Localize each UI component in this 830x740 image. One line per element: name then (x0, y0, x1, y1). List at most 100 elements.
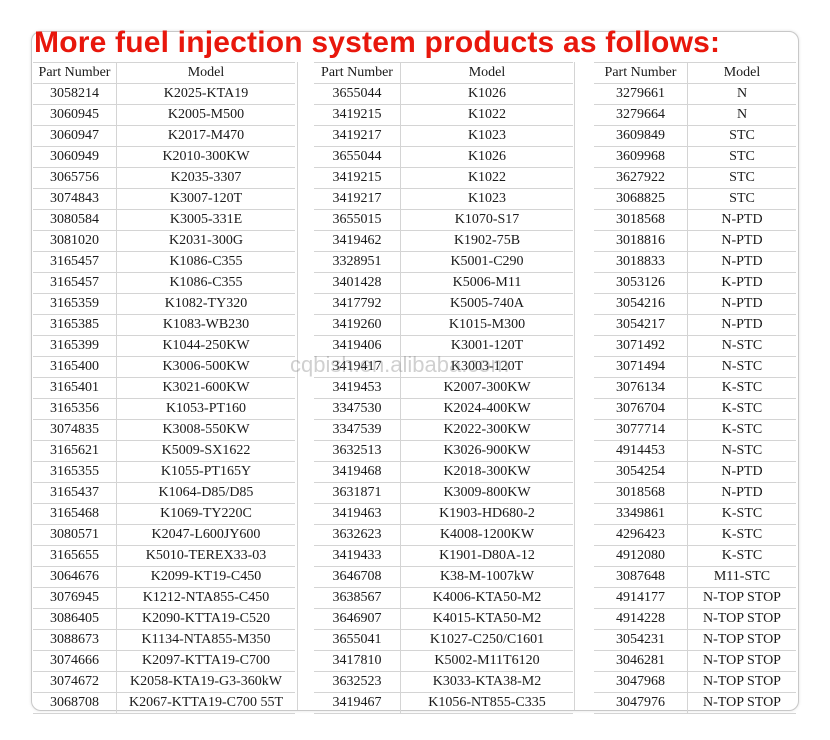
model-cell: N (687, 104, 796, 126)
model-cell: K2018-300KW (400, 461, 573, 483)
table-row: 3018568 N-PTD (594, 482, 796, 504)
model-cell: K2024-400KW (400, 398, 573, 420)
model-cell: K3008-550KW (116, 419, 295, 441)
table-header-row: Part Number Model (314, 62, 573, 84)
model-cell: K4015-KTA50-M2 (400, 608, 573, 630)
model-cell: K3009-800KW (400, 482, 573, 504)
part-number-cell: 3054254 (594, 461, 688, 483)
column-divider (574, 62, 575, 710)
table-row: 3419417 K3003-120T (314, 356, 573, 378)
table-row: 3165457 K1086-C355 (33, 272, 295, 294)
part-number-cell: 3632523 (314, 671, 401, 693)
model-cell: N-TOP STOP (687, 608, 796, 630)
model-cell: K1086-C355 (116, 272, 295, 294)
part-number-cell: 3081020 (33, 230, 117, 252)
part-number-cell: 3419453 (314, 377, 401, 399)
parts-table-2: Part Number Model 3655044 K1026 3419215 K10… (314, 62, 573, 714)
part-number-cell: 3279664 (594, 104, 688, 126)
model-cell: K38-M-1007kW (400, 566, 573, 588)
model-cell: K-STC (687, 419, 796, 441)
model-cell: K1015-M300 (400, 314, 573, 336)
model-cell: N-PTD (687, 461, 796, 483)
table-row: 3419215 K1022 (314, 104, 573, 126)
table-row: 3632623 K4008-1200KW (314, 524, 573, 546)
part-number-cell: 3064676 (33, 566, 117, 588)
part-number-cell: 3165385 (33, 314, 117, 336)
table-row: 4914177 N-TOP STOP (594, 587, 796, 609)
part-number-cell: 4914177 (594, 587, 688, 609)
part-number-cell: 3074666 (33, 650, 117, 672)
part-number-cell: 3631871 (314, 482, 401, 504)
table-row: 3060949 K2010-300KW (33, 146, 295, 168)
model-cell: K1053-PT160 (116, 398, 295, 420)
table-row: 3419468 K2018-300KW (314, 461, 573, 483)
table-row: 3076945 K1212-NTA855-C450 (33, 587, 295, 609)
table-row: 3074666 K2097-KTTA19-C700 (33, 650, 295, 672)
table-row: 3165437 K1064-D85/D85 (33, 482, 295, 504)
model-cell: K3003-120T (400, 356, 573, 378)
table-row: 3046281 N-TOP STOP (594, 650, 796, 672)
table-row: 3054216 N-PTD (594, 293, 796, 315)
model-cell: K1056-NT855-C335 (400, 692, 573, 714)
part-number-cell: 3060945 (33, 104, 117, 126)
model-cell: K3001-120T (400, 335, 573, 357)
table-row: 3419217 K1023 (314, 125, 573, 147)
model-cell: N (687, 83, 796, 105)
model-cell: N-TOP STOP (687, 692, 796, 714)
table-row: 3279661 N (594, 83, 796, 105)
table-row: 3165655 K5010-TEREX33-03 (33, 545, 295, 567)
model-cell: K1064-D85/D85 (116, 482, 295, 504)
table-row: 3419215 K1022 (314, 167, 573, 189)
model-cell: STC (687, 146, 796, 168)
part-number-cell: 3632623 (314, 524, 401, 546)
model-cell: N-PTD (687, 482, 796, 504)
part-number-cell: 3060949 (33, 146, 117, 168)
model-cell: K1023 (400, 125, 573, 147)
table-row: 3347539 K2022-300KW (314, 419, 573, 441)
part-number-cell: 3401428 (314, 272, 401, 294)
table-row: 3165621 K5009-SX1622 (33, 440, 295, 462)
model-cell: K1044-250KW (116, 335, 295, 357)
table-row: 4912080 K-STC (594, 545, 796, 567)
model-cell: N-PTD (687, 293, 796, 315)
table-row: 3655015 K1070-S17 (314, 209, 573, 231)
model-cell: K2005-M500 (116, 104, 295, 126)
part-number-cell: 3419468 (314, 461, 401, 483)
model-cell: K1027-C250/C1601 (400, 629, 573, 651)
table-row: 3419433 K1901-D80A-12 (314, 545, 573, 567)
table-row: 3655041 K1027-C250/C1601 (314, 629, 573, 651)
part-number-cell: 3419217 (314, 125, 401, 147)
model-cell: STC (687, 125, 796, 147)
part-number-cell: 3087648 (594, 566, 688, 588)
table-row: 3632523 K3033-KTA38-M2 (314, 671, 573, 693)
table-header-row: Part Number Model (594, 62, 796, 84)
table-row: 3165468 K1069-TY220C (33, 503, 295, 525)
part-number-cell: 3165400 (33, 356, 117, 378)
table-row: 3076134 K-STC (594, 377, 796, 399)
table-row: 3068708 K2067-KTTA19-C700 55T (33, 692, 295, 714)
table-row: 4914453 N-STC (594, 440, 796, 462)
table-row: 3627922 STC (594, 167, 796, 189)
model-cell: K5010-TEREX33-03 (116, 545, 295, 567)
model-cell: K3033-KTA38-M2 (400, 671, 573, 693)
table-row: 3060945 K2005-M500 (33, 104, 295, 126)
part-number-cell: 3165356 (33, 398, 117, 420)
part-number-cell: 3419467 (314, 692, 401, 714)
table-row: 3054254 N-PTD (594, 461, 796, 483)
page-title: More fuel injection system products as f… (34, 26, 721, 59)
table-row: 3165385 K1083-WB230 (33, 314, 295, 336)
model-cell: K1022 (400, 167, 573, 189)
table-row: 3086405 K2090-KTTA19-C520 (33, 608, 295, 630)
model-cell: N-TOP STOP (687, 650, 796, 672)
part-number-cell: 3065756 (33, 167, 117, 189)
table-row: 3328951 K5001-C290 (314, 251, 573, 273)
model-cell: STC (687, 188, 796, 210)
model-cell: K3026-900KW (400, 440, 573, 462)
table-row: 4914228 N-TOP STOP (594, 608, 796, 630)
part-number-cell: 3165457 (33, 272, 117, 294)
table-row: 3165356 K1053-PT160 (33, 398, 295, 420)
column-header-model: Model (687, 62, 796, 84)
table-row: 3646907 K4015-KTA50-M2 (314, 608, 573, 630)
model-cell: K2007-300KW (400, 377, 573, 399)
model-cell: K1055-PT165Y (116, 461, 295, 483)
